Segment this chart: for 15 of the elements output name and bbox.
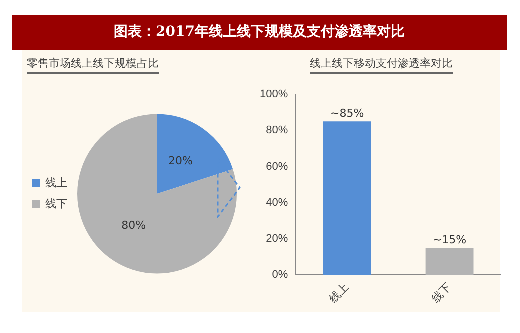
data-label: 80%: [122, 219, 146, 232]
chart-subtitle: 零售市场线上线下规模占比: [27, 56, 159, 74]
y-tick-label: 40%: [266, 196, 288, 209]
y-tick-label: 60%: [266, 160, 288, 173]
y-tick-label: 80%: [266, 124, 288, 137]
data-label: ~85%: [330, 107, 364, 120]
chart-title: 图表：2017年线上线下规模及支付渗透率对比: [12, 15, 507, 50]
y-tick-label: 100%: [260, 88, 288, 101]
legend-label: 线上: [46, 176, 68, 190]
y-tick-label: 20%: [266, 233, 288, 246]
legend-label: 线下: [46, 198, 68, 211]
y-tick-label: 0%: [272, 269, 288, 282]
chart-title: 线上线下移动支付渗透率对比: [310, 56, 453, 74]
data-label: ~15%: [432, 233, 467, 246]
data-label: 20%: [168, 154, 193, 168]
